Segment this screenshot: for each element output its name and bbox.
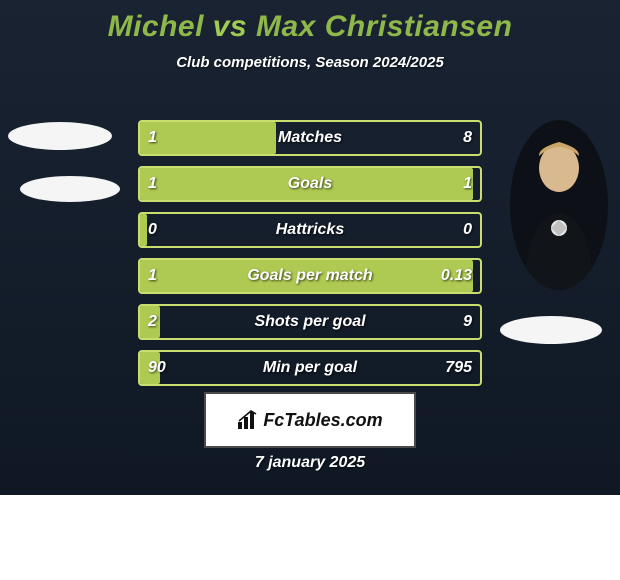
page-title: Michel vs Max Christiansen bbox=[0, 0, 620, 44]
stat-row: 2Shots per goal9 bbox=[138, 304, 482, 340]
bar-chart-icon bbox=[237, 410, 259, 430]
stat-label: Goals bbox=[138, 166, 482, 202]
vs-label: vs bbox=[213, 10, 247, 43]
player2-portrait-icon bbox=[510, 120, 608, 290]
subtitle: Club competitions, Season 2024/2025 bbox=[0, 54, 620, 71]
stat-value-right: 9 bbox=[463, 304, 472, 340]
stat-value-right: 0.13 bbox=[441, 258, 472, 294]
brand-label: FcTables.com bbox=[237, 410, 382, 431]
player2-avatar-placeholder-2 bbox=[500, 316, 602, 344]
brand-text: FcTables.com bbox=[263, 410, 382, 431]
stat-label: Goals per match bbox=[138, 258, 482, 294]
stat-row: 1Goals per match0.13 bbox=[138, 258, 482, 294]
stat-label: Matches bbox=[138, 120, 482, 156]
stat-row: 1Matches8 bbox=[138, 120, 482, 156]
stat-row: 90Min per goal795 bbox=[138, 350, 482, 386]
date-label: 7 january 2025 bbox=[0, 454, 620, 472]
player2-avatar bbox=[510, 120, 608, 290]
player1-name: Michel bbox=[108, 10, 204, 43]
player1-avatar-placeholder-2 bbox=[20, 176, 120, 202]
stat-value-right: 0 bbox=[463, 212, 472, 248]
stat-label: Hattricks bbox=[138, 212, 482, 248]
brand-badge[interactable]: FcTables.com bbox=[204, 392, 416, 448]
stat-value-right: 8 bbox=[463, 120, 472, 156]
player2-name: Max Christiansen bbox=[256, 10, 512, 43]
stats-table: 1Matches81Goals10Hattricks01Goals per ma… bbox=[138, 120, 482, 396]
comparison-card: Michel vs Max Christiansen Club competit… bbox=[0, 0, 620, 495]
stat-value-right: 795 bbox=[445, 350, 472, 386]
stat-label: Min per goal bbox=[138, 350, 482, 386]
stat-label: Shots per goal bbox=[138, 304, 482, 340]
stat-value-right: 1 bbox=[463, 166, 472, 202]
stat-row: 1Goals1 bbox=[138, 166, 482, 202]
player1-avatar-placeholder bbox=[8, 122, 112, 150]
stat-row: 0Hattricks0 bbox=[138, 212, 482, 248]
